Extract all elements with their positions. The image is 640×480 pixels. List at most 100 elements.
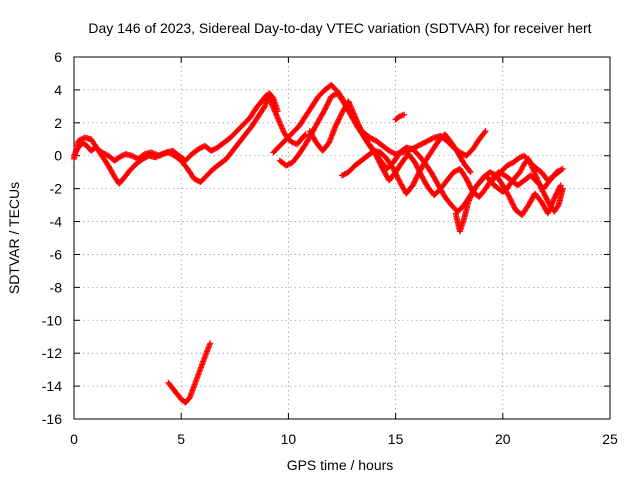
y-tick-label: 6 [54, 49, 62, 65]
x-tick-label: 20 [495, 431, 511, 447]
data-point-marker [551, 194, 558, 201]
data-point-marker [337, 113, 344, 120]
data-point-marker [412, 175, 419, 182]
data-point-marker [557, 182, 564, 189]
data-point-marker [394, 173, 401, 180]
series-trace-9 [491, 152, 564, 184]
data-point-marker [324, 101, 331, 108]
data-point-marker [391, 167, 398, 174]
y-tick-label: 2 [54, 115, 62, 131]
data-point-marker [412, 160, 419, 167]
data-point-marker [326, 96, 333, 103]
data-point-marker [332, 123, 339, 130]
data-point-marker [409, 182, 416, 189]
data-point-marker [261, 104, 268, 111]
data-point-marker [463, 175, 470, 182]
data-point-marker [333, 121, 340, 128]
series-trace-6 [339, 131, 474, 197]
x-tick-label: 25 [602, 431, 618, 447]
x-tick-label: 15 [388, 431, 404, 447]
y-tick-label: -6 [50, 246, 63, 262]
data-point-marker [553, 191, 560, 198]
y-tick-label: -14 [42, 378, 62, 394]
data-series [71, 81, 566, 406]
data-point-marker [413, 163, 420, 170]
data-point-marker [301, 132, 308, 139]
y-tick-label: -12 [42, 345, 62, 361]
data-point-marker [557, 167, 564, 174]
data-point-marker [326, 97, 333, 104]
data-point-marker [413, 161, 420, 168]
data-point-marker [337, 112, 344, 119]
data-point-marker [510, 203, 517, 210]
data-point-marker [321, 106, 328, 113]
data-point-marker [335, 116, 342, 123]
y-tick-label: -10 [42, 312, 62, 328]
data-point-marker [511, 204, 518, 211]
data-point-marker [467, 183, 474, 190]
series-trace-1 [71, 91, 309, 164]
data-point-marker [506, 195, 513, 202]
data-point-marker [395, 176, 402, 183]
data-point-marker [323, 102, 330, 109]
data-point-marker [335, 117, 342, 124]
data-point-marker [334, 119, 341, 126]
data-point-marker [391, 168, 398, 175]
data-point-marker [414, 173, 421, 180]
data-point-marker [410, 181, 417, 188]
data-point-marker [510, 201, 517, 208]
data-point-marker [556, 184, 563, 191]
chart-title: Day 146 of 2023, Sidereal Day-to-day VTE… [88, 20, 591, 36]
data-point-marker [508, 197, 515, 204]
data-point-marker [556, 168, 563, 175]
data-point-marker [467, 169, 474, 176]
data-point-marker [482, 128, 489, 135]
data-point-marker [464, 178, 471, 185]
data-point-marker [465, 181, 472, 188]
series-trace-5 [306, 98, 564, 218]
data-point-marker [466, 168, 473, 175]
data-point-marker [401, 111, 408, 118]
data-point-marker [207, 340, 214, 347]
data-point-marker [507, 196, 514, 203]
data-point-marker [465, 179, 472, 186]
data-point-marker [509, 200, 516, 207]
x-tick-label: 5 [177, 431, 185, 447]
data-point-marker [322, 105, 329, 112]
data-point-marker [325, 98, 332, 105]
x-tick-label: 0 [70, 431, 78, 447]
data-point-marker [336, 115, 343, 122]
data-point-marker [463, 177, 470, 184]
data-point-marker [325, 100, 332, 107]
data-point-marker [411, 178, 418, 185]
data-point-marker [411, 179, 418, 186]
plot-frame [73, 56, 611, 420]
axis-ticks: -16 -14 -12 -10 -8 -6 -4 -2 0 2 4 6 0 5 10 15 20 25 [42, 49, 618, 447]
data-point-marker [393, 171, 400, 178]
y-axis-label: SDTVAR / TECUs [6, 182, 22, 294]
data-point-marker [302, 131, 309, 138]
y-tick-label: -8 [50, 279, 63, 295]
data-point-marker [394, 175, 401, 182]
x-axis-label: GPS time / hours [287, 457, 394, 473]
data-point-marker [392, 169, 399, 176]
y-tick-label: -16 [42, 411, 62, 427]
data-point-marker [390, 165, 397, 172]
y-tick-label: -4 [50, 214, 63, 230]
data-point-marker [466, 182, 473, 189]
series-trace-10 [165, 340, 214, 406]
data-point-marker [333, 120, 340, 127]
data-point-marker [274, 108, 281, 115]
data-point-marker [412, 177, 419, 184]
y-tick-label: 0 [54, 148, 62, 164]
data-point-marker [414, 171, 421, 178]
y-tick-label: -2 [50, 181, 63, 197]
data-point-marker [559, 185, 566, 192]
data-point-marker [508, 199, 515, 206]
data-point-marker [506, 193, 513, 200]
data-point-marker [411, 159, 418, 166]
series-trace-8 [452, 156, 566, 235]
data-point-marker [393, 172, 400, 179]
data-point-marker [481, 129, 488, 136]
